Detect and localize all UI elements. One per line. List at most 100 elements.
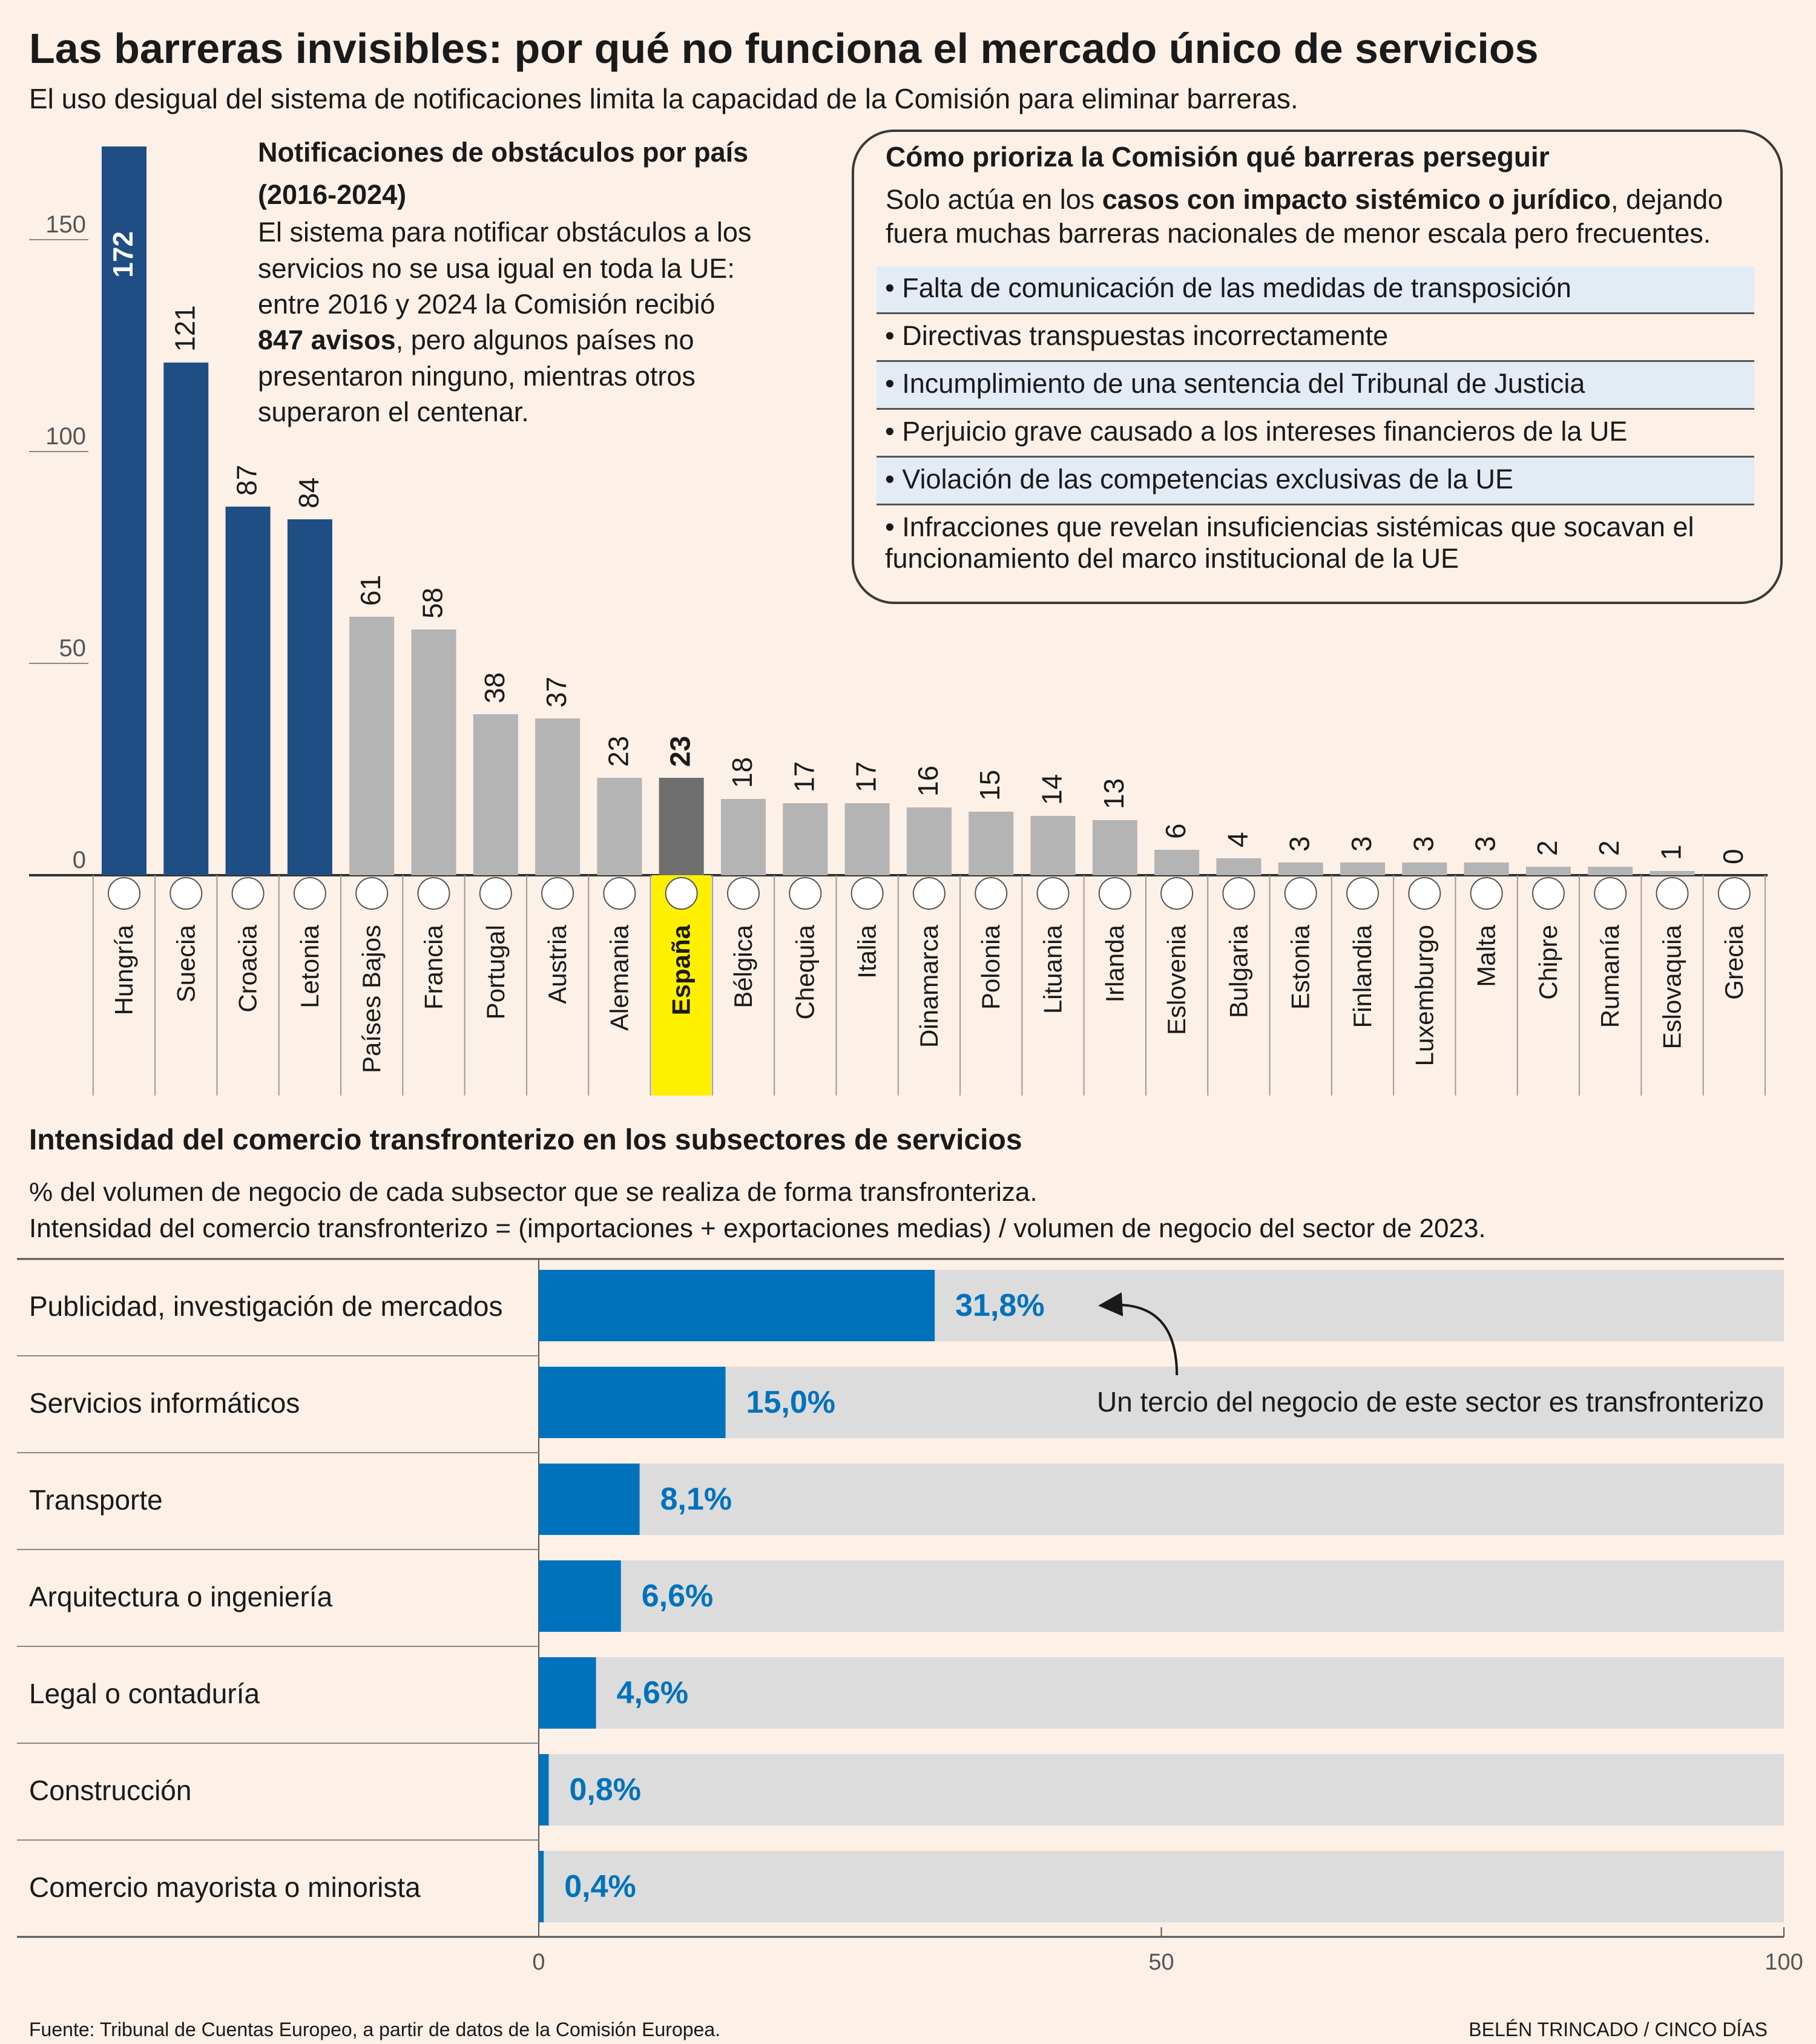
criteria-item: • Directivas transpuestas incorrectament…	[877, 314, 1754, 362]
bar-track	[539, 1560, 1784, 1632]
category-label: Alemania	[605, 924, 633, 1031]
bar-value-label: 87	[231, 465, 263, 496]
bar-value-label: 17	[850, 761, 882, 792]
category-label: Estonia	[1286, 924, 1315, 1010]
bar	[539, 1754, 549, 1825]
section2-sub1: % del volumen de negocio de cada subsect…	[29, 1177, 1038, 1207]
category-label: Francia	[419, 924, 448, 1010]
category-label: Servicios informáticos	[29, 1387, 300, 1419]
category-label: Países Bajos	[357, 925, 386, 1073]
x-tick-label: 100	[1765, 1950, 1803, 1975]
bar-value-label: 8,1%	[660, 1482, 732, 1517]
flag-icon	[1470, 877, 1503, 910]
bar-value-label: 0	[1717, 849, 1749, 864]
flag-icon	[479, 877, 512, 910]
note-line: entre 2016 y 2024 la Comisión recibió	[258, 289, 716, 320]
category-label: Transporte	[29, 1484, 163, 1516]
flag-icon	[1656, 877, 1689, 910]
note-line: superaron el centenar.	[258, 396, 529, 427]
bar	[1340, 863, 1385, 875]
category-label: Eslovaquia	[1658, 924, 1686, 1049]
category-label: Italia	[853, 924, 881, 978]
bar	[473, 714, 518, 875]
criteria-item: • Violación de las competencias exclusiv…	[877, 458, 1754, 505]
category-label: Bulgaria	[1224, 924, 1252, 1018]
bar	[1154, 850, 1200, 875]
bar-value-label: 31,8%	[955, 1288, 1044, 1323]
bar	[349, 617, 395, 875]
bar	[1216, 858, 1262, 875]
priority-info-box	[852, 130, 1783, 604]
category-label: Rumanía	[1596, 924, 1624, 1028]
section2-title: Intensidad del comercio transfronterizo …	[29, 1124, 1022, 1156]
category-label: España	[667, 924, 696, 1015]
flag-icon	[293, 877, 326, 910]
info-desc-post: , dejando fuera muchas barreras nacional…	[886, 184, 1723, 249]
bar-value-label: 2	[1531, 840, 1563, 856]
flag-icon	[727, 877, 760, 910]
bar	[539, 1851, 544, 1922]
bar	[1464, 863, 1509, 875]
flag-icon	[1717, 877, 1751, 910]
note-total: 847 avisos	[258, 324, 396, 355]
flag-icon	[1284, 877, 1317, 910]
category-label: Austria	[543, 924, 571, 1004]
source-note: Fuente: Tribunal de Cuentas Europeo, a p…	[29, 2019, 721, 2040]
bar	[102, 146, 146, 875]
y-tick-label: 100	[45, 423, 86, 450]
bar	[535, 718, 581, 875]
info-desc-pre: Solo actúa en los	[886, 184, 1102, 215]
category-label: Lituania	[1039, 924, 1067, 1014]
bar	[597, 778, 642, 875]
category-label: Arquitectura o ingeniería	[29, 1581, 333, 1612]
flag-icon	[541, 877, 574, 910]
flag-icon	[1408, 877, 1441, 910]
criteria-item: • Falta de comunicación de las medidas d…	[877, 266, 1754, 314]
category-label: Polonia	[976, 924, 1005, 1010]
flag-icon	[1531, 877, 1565, 910]
flag-icon	[1222, 877, 1255, 910]
page-title: Las barreras invisibles: por qué no func…	[29, 25, 1539, 72]
bar	[1525, 867, 1571, 875]
flag-icon	[417, 877, 450, 910]
flag-icon	[1036, 877, 1070, 910]
category-label: Grecia	[1720, 924, 1748, 999]
bar-value-label: 4	[1222, 832, 1253, 847]
category-label: Suecia	[171, 924, 200, 1002]
note-line-rest: , pero algunos países no	[395, 324, 694, 355]
section2-subtitle: % del volumen de negocio de cada subsect…	[29, 1174, 1486, 1247]
bar-track	[539, 1851, 1784, 1922]
bar-value-label: 17	[788, 761, 820, 792]
bar-value-label: 58	[417, 588, 449, 619]
bar-value-label: 3	[1284, 836, 1315, 852]
y-tick-label: 0	[73, 847, 86, 873]
flag-icon	[603, 877, 636, 910]
bar-track	[539, 1367, 1784, 1438]
note-title: Notificaciones de obstáculos por país	[258, 137, 749, 168]
category-label: Hungría	[110, 924, 138, 1015]
category-label: Finlandia	[1348, 924, 1377, 1028]
category-label: Croacia	[234, 924, 262, 1012]
bar	[1650, 871, 1695, 875]
bar	[659, 778, 704, 875]
info-box-title: Cómo prioriza la Comisión qué barreras p…	[886, 141, 1550, 173]
bar-value-label: 61	[355, 575, 386, 606]
note-line: presentaron ninguno, mientras otros	[258, 361, 696, 392]
bar	[539, 1270, 935, 1341]
bar	[539, 1657, 596, 1729]
bar-value-label: 121	[169, 305, 200, 352]
flag-icon	[1594, 877, 1627, 910]
y-tick-label: 50	[59, 635, 87, 662]
bar	[411, 629, 456, 875]
bar-track	[539, 1464, 1784, 1535]
bar	[1588, 867, 1633, 875]
flag-icon	[355, 877, 389, 910]
category-label: Dinamarca	[915, 924, 943, 1048]
bar	[906, 807, 952, 875]
flag-icon	[1098, 877, 1131, 910]
bar-value-label: 15	[974, 770, 1005, 801]
bar	[969, 812, 1014, 875]
bar-value-label: 3	[1346, 836, 1377, 852]
bar-value-label: 14	[1036, 774, 1068, 805]
flag-icon	[665, 877, 698, 910]
